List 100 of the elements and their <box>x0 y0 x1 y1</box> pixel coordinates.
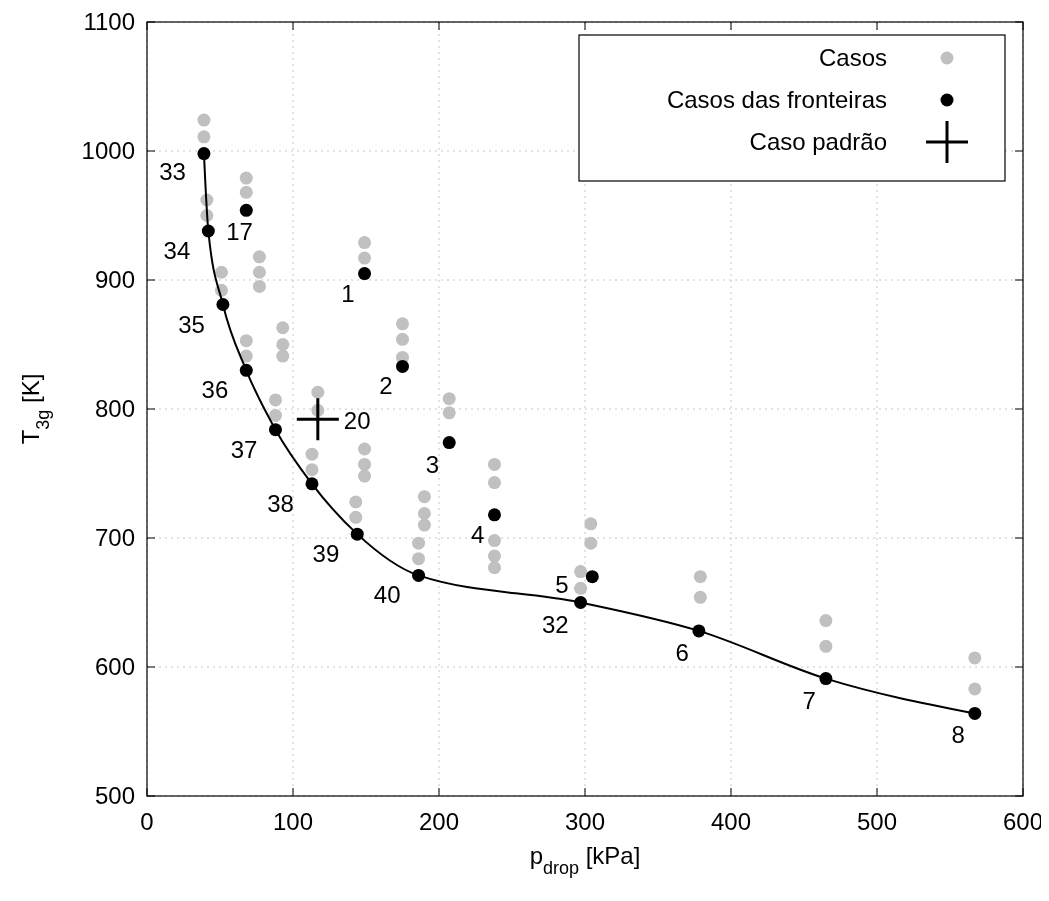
point <box>693 570 707 584</box>
x-tick-label: 200 <box>418 808 460 835</box>
annotation: 35 <box>178 310 205 338</box>
point <box>358 236 372 250</box>
point <box>358 457 372 471</box>
point <box>574 581 588 595</box>
annotation: 1 <box>341 279 355 307</box>
point <box>442 436 456 450</box>
annotation: 37 <box>230 435 258 463</box>
point <box>487 476 501 490</box>
point <box>252 265 266 279</box>
point <box>968 651 982 665</box>
point <box>305 447 319 461</box>
annotation: 2 <box>379 372 393 400</box>
point <box>197 113 211 127</box>
annotation: 17 <box>226 218 253 246</box>
legend-label: Casos <box>818 44 887 72</box>
x-tick-label: 0 <box>140 808 154 835</box>
point <box>396 332 409 346</box>
point <box>239 334 253 348</box>
point <box>216 298 230 312</box>
point <box>487 508 501 522</box>
point <box>584 517 598 531</box>
point <box>442 406 456 420</box>
point <box>358 469 372 483</box>
point <box>412 552 426 566</box>
annotation: 39 <box>312 540 340 568</box>
y-tick-label: 800 <box>94 395 135 423</box>
point <box>296 398 339 441</box>
point <box>693 590 707 604</box>
point <box>239 185 253 199</box>
annotation: 38 <box>267 489 294 517</box>
point <box>252 279 266 293</box>
point <box>268 423 282 437</box>
point <box>268 393 282 407</box>
point <box>412 568 426 582</box>
point <box>396 317 409 331</box>
annotation: 6 <box>675 638 689 666</box>
point <box>358 442 372 456</box>
annotation: 3 <box>425 450 440 478</box>
y-tick-label: 1000 <box>81 137 135 165</box>
point <box>574 565 588 579</box>
point <box>350 527 364 541</box>
x-tick-label: 100 <box>272 808 314 835</box>
annotation: 36 <box>201 376 229 404</box>
point <box>487 457 501 471</box>
point <box>305 463 319 477</box>
y-tick-label: 500 <box>94 782 135 810</box>
point <box>239 203 253 217</box>
x-tick-label: 500 <box>856 808 898 835</box>
point <box>968 682 982 696</box>
y-tick-label: 700 <box>94 524 135 552</box>
annotation: 40 <box>373 581 401 609</box>
point <box>412 536 426 550</box>
point <box>197 130 211 144</box>
annotation: 4 <box>471 520 485 548</box>
point <box>487 549 501 563</box>
y-tick-label: 1100 <box>83 8 135 36</box>
point <box>268 408 282 422</box>
point <box>574 596 588 609</box>
legend-label: Caso padrão <box>749 128 887 156</box>
point <box>201 224 215 238</box>
point <box>358 251 372 265</box>
annotation: 8 <box>951 721 965 749</box>
point <box>442 392 456 406</box>
point <box>417 518 431 532</box>
point <box>349 510 363 524</box>
point <box>239 363 253 377</box>
point <box>214 265 228 279</box>
point <box>276 338 290 351</box>
point <box>819 614 833 628</box>
point <box>585 570 599 584</box>
annotation: 34 <box>163 236 191 264</box>
point <box>692 624 706 638</box>
annotation: 5 <box>555 570 569 598</box>
point <box>358 267 372 281</box>
annotation: 32 <box>541 610 569 638</box>
point <box>276 349 290 363</box>
point <box>819 639 833 653</box>
point <box>239 171 253 185</box>
x-tick-label: 300 <box>564 808 606 835</box>
legend-label: Casos das fronteiras <box>666 86 887 114</box>
x-axis-title: p$_{drop}$ [kPa] <box>529 842 641 878</box>
point <box>276 321 290 335</box>
point <box>396 359 409 373</box>
point <box>819 672 833 686</box>
point <box>417 506 431 520</box>
point <box>487 561 501 575</box>
point <box>487 534 501 548</box>
point <box>584 536 598 550</box>
point <box>968 706 982 720</box>
y-tick-label: 600 <box>94 653 135 681</box>
y-tick-label: 900 <box>94 266 135 294</box>
point <box>305 477 319 491</box>
point <box>417 490 431 504</box>
annotation: 7 <box>802 686 816 714</box>
point <box>311 385 325 399</box>
point <box>349 495 363 509</box>
x-tick-label: 400 <box>710 808 752 835</box>
point <box>197 147 211 161</box>
